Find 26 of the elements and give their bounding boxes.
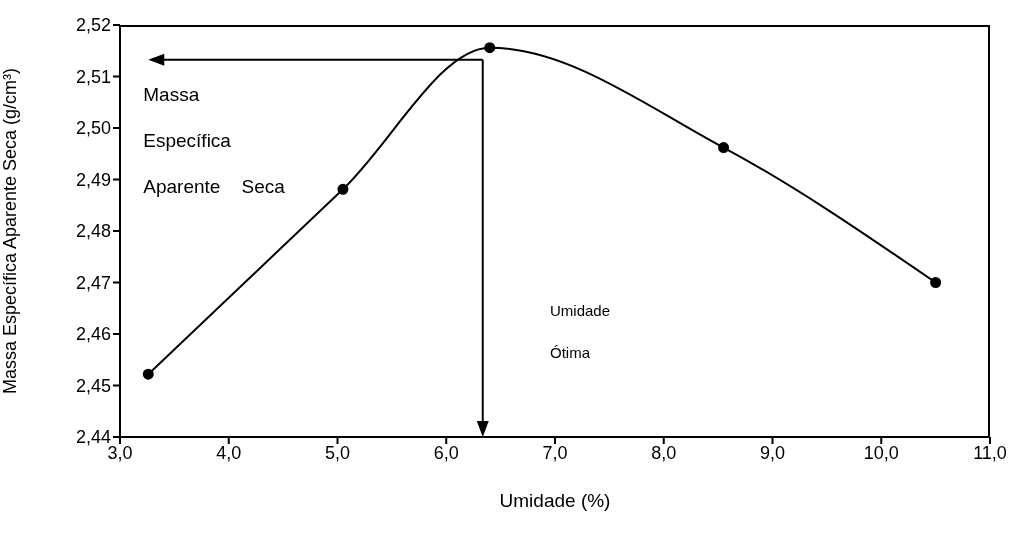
x-axis-title: Umidade (%): [499, 490, 611, 511]
point: [337, 183, 349, 195]
y-axis-title: Massa Específica Aparente Seca (g/cm³): [0, 67, 21, 395]
x-tick-label: 8,0: [651, 442, 677, 463]
point: [930, 277, 942, 288]
x-tick-label: 11,0: [973, 442, 1007, 463]
x-tick-label: 4,0: [216, 442, 242, 463]
y-tick-label: 2,51: [75, 66, 111, 87]
y-tick-label: 2,52: [75, 15, 111, 36]
y-tick-label: 2,50: [75, 118, 111, 139]
point: [718, 142, 730, 154]
y-tick-label: 2,47: [75, 272, 111, 293]
x-tick-label: 9,0: [759, 442, 786, 463]
y-tick-label: 2,45: [75, 375, 111, 396]
point: [484, 42, 496, 54]
x-tick-label: 7,0: [542, 442, 568, 463]
y-tick-label: 2,48: [75, 221, 111, 242]
x-tick-label: 3,0: [107, 442, 133, 463]
text: Massa Específica Aparente Seca: [143, 83, 285, 197]
y-tick-label: 2,49: [75, 169, 111, 190]
point: [142, 368, 154, 380]
y-tick-label: 2,46: [75, 324, 111, 345]
text: Umidade Ótima: [550, 302, 611, 361]
x-tick-label: 10,0: [863, 442, 899, 463]
x-tick-label: 5,0: [324, 442, 351, 463]
x-tick-label: 6,0: [433, 442, 459, 463]
